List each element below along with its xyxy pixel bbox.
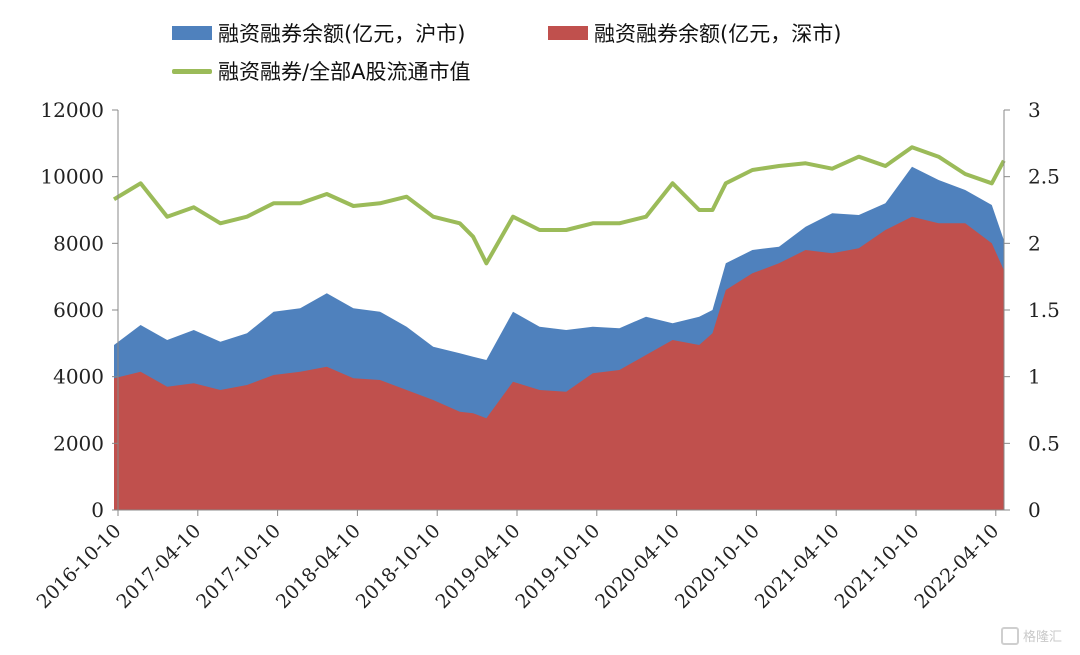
y-left-tick-label: 10000: [40, 165, 104, 189]
y-right-tick-label: 2: [1028, 231, 1041, 255]
x-tick-label: 2019-04-10: [432, 520, 525, 613]
x-tick-label: 2020-10-10: [671, 520, 764, 613]
ratio-line: [112, 145, 1006, 266]
legend-swatch-ratio: [172, 68, 212, 74]
x-tick-label: 2017-04-10: [112, 520, 205, 613]
line-series: [112, 145, 1006, 266]
y-left-tick-label: 6000: [53, 298, 104, 322]
y-left-tick-label: 4000: [53, 365, 104, 389]
y-left-tick-label: 8000: [53, 231, 104, 255]
legend-swatch-sh: [172, 26, 212, 40]
x-tick-label: 2021-10-10: [831, 520, 924, 613]
y-right-tick-label: 1.5: [1028, 298, 1060, 322]
y-left-tick-label: 0: [91, 498, 104, 522]
x-tick-label: 2021-04-10: [751, 520, 844, 613]
legend-label-sz: 融资融券余额(亿元，深市): [594, 22, 842, 46]
x-tick-label: 2018-10-10: [352, 520, 445, 613]
legend-label-ratio: 融资融券/全部A股流通市值: [218, 60, 471, 84]
legend-swatch-sz: [548, 26, 588, 40]
x-tick-label: 2017-10-10: [192, 520, 285, 613]
y-right-tick-label: 1: [1028, 365, 1041, 389]
legend-item-ratio: 融资融券/全部A股流通市值: [172, 56, 470, 86]
legend-label-sh: 融资融券余额(亿元，沪市): [218, 22, 466, 46]
x-tick-label: 2016-10-10: [33, 520, 126, 613]
legend-item-sh: 融资融券余额(亿元，沪市): [172, 18, 465, 48]
y-right-tick-label: 0: [1028, 498, 1041, 522]
y-right-tick-label: 0.5: [1028, 431, 1060, 455]
x-tick-label: 2019-10-10: [511, 520, 604, 613]
y-right-tick-label: 3: [1028, 98, 1041, 122]
y-right-tick-label: 2.5: [1028, 165, 1060, 189]
x-tick-label: 2022-04-10: [910, 520, 1003, 613]
area-series: [114, 166, 1004, 510]
watermark: 格隆汇: [1000, 626, 1062, 645]
watermark-text: 格隆汇: [1022, 630, 1062, 645]
area-series-2: [114, 216, 1004, 510]
x-tick-label: 2018-04-10: [272, 520, 365, 613]
watermark-logo-icon: [1000, 626, 1019, 645]
y-left-tick-label: 12000: [40, 98, 104, 122]
legend-item-sz: 融资融券余额(亿元，深市): [548, 18, 841, 48]
y-left-tick-label: 2000: [53, 431, 104, 455]
x-tick-label: 2020-04-10: [591, 520, 684, 613]
